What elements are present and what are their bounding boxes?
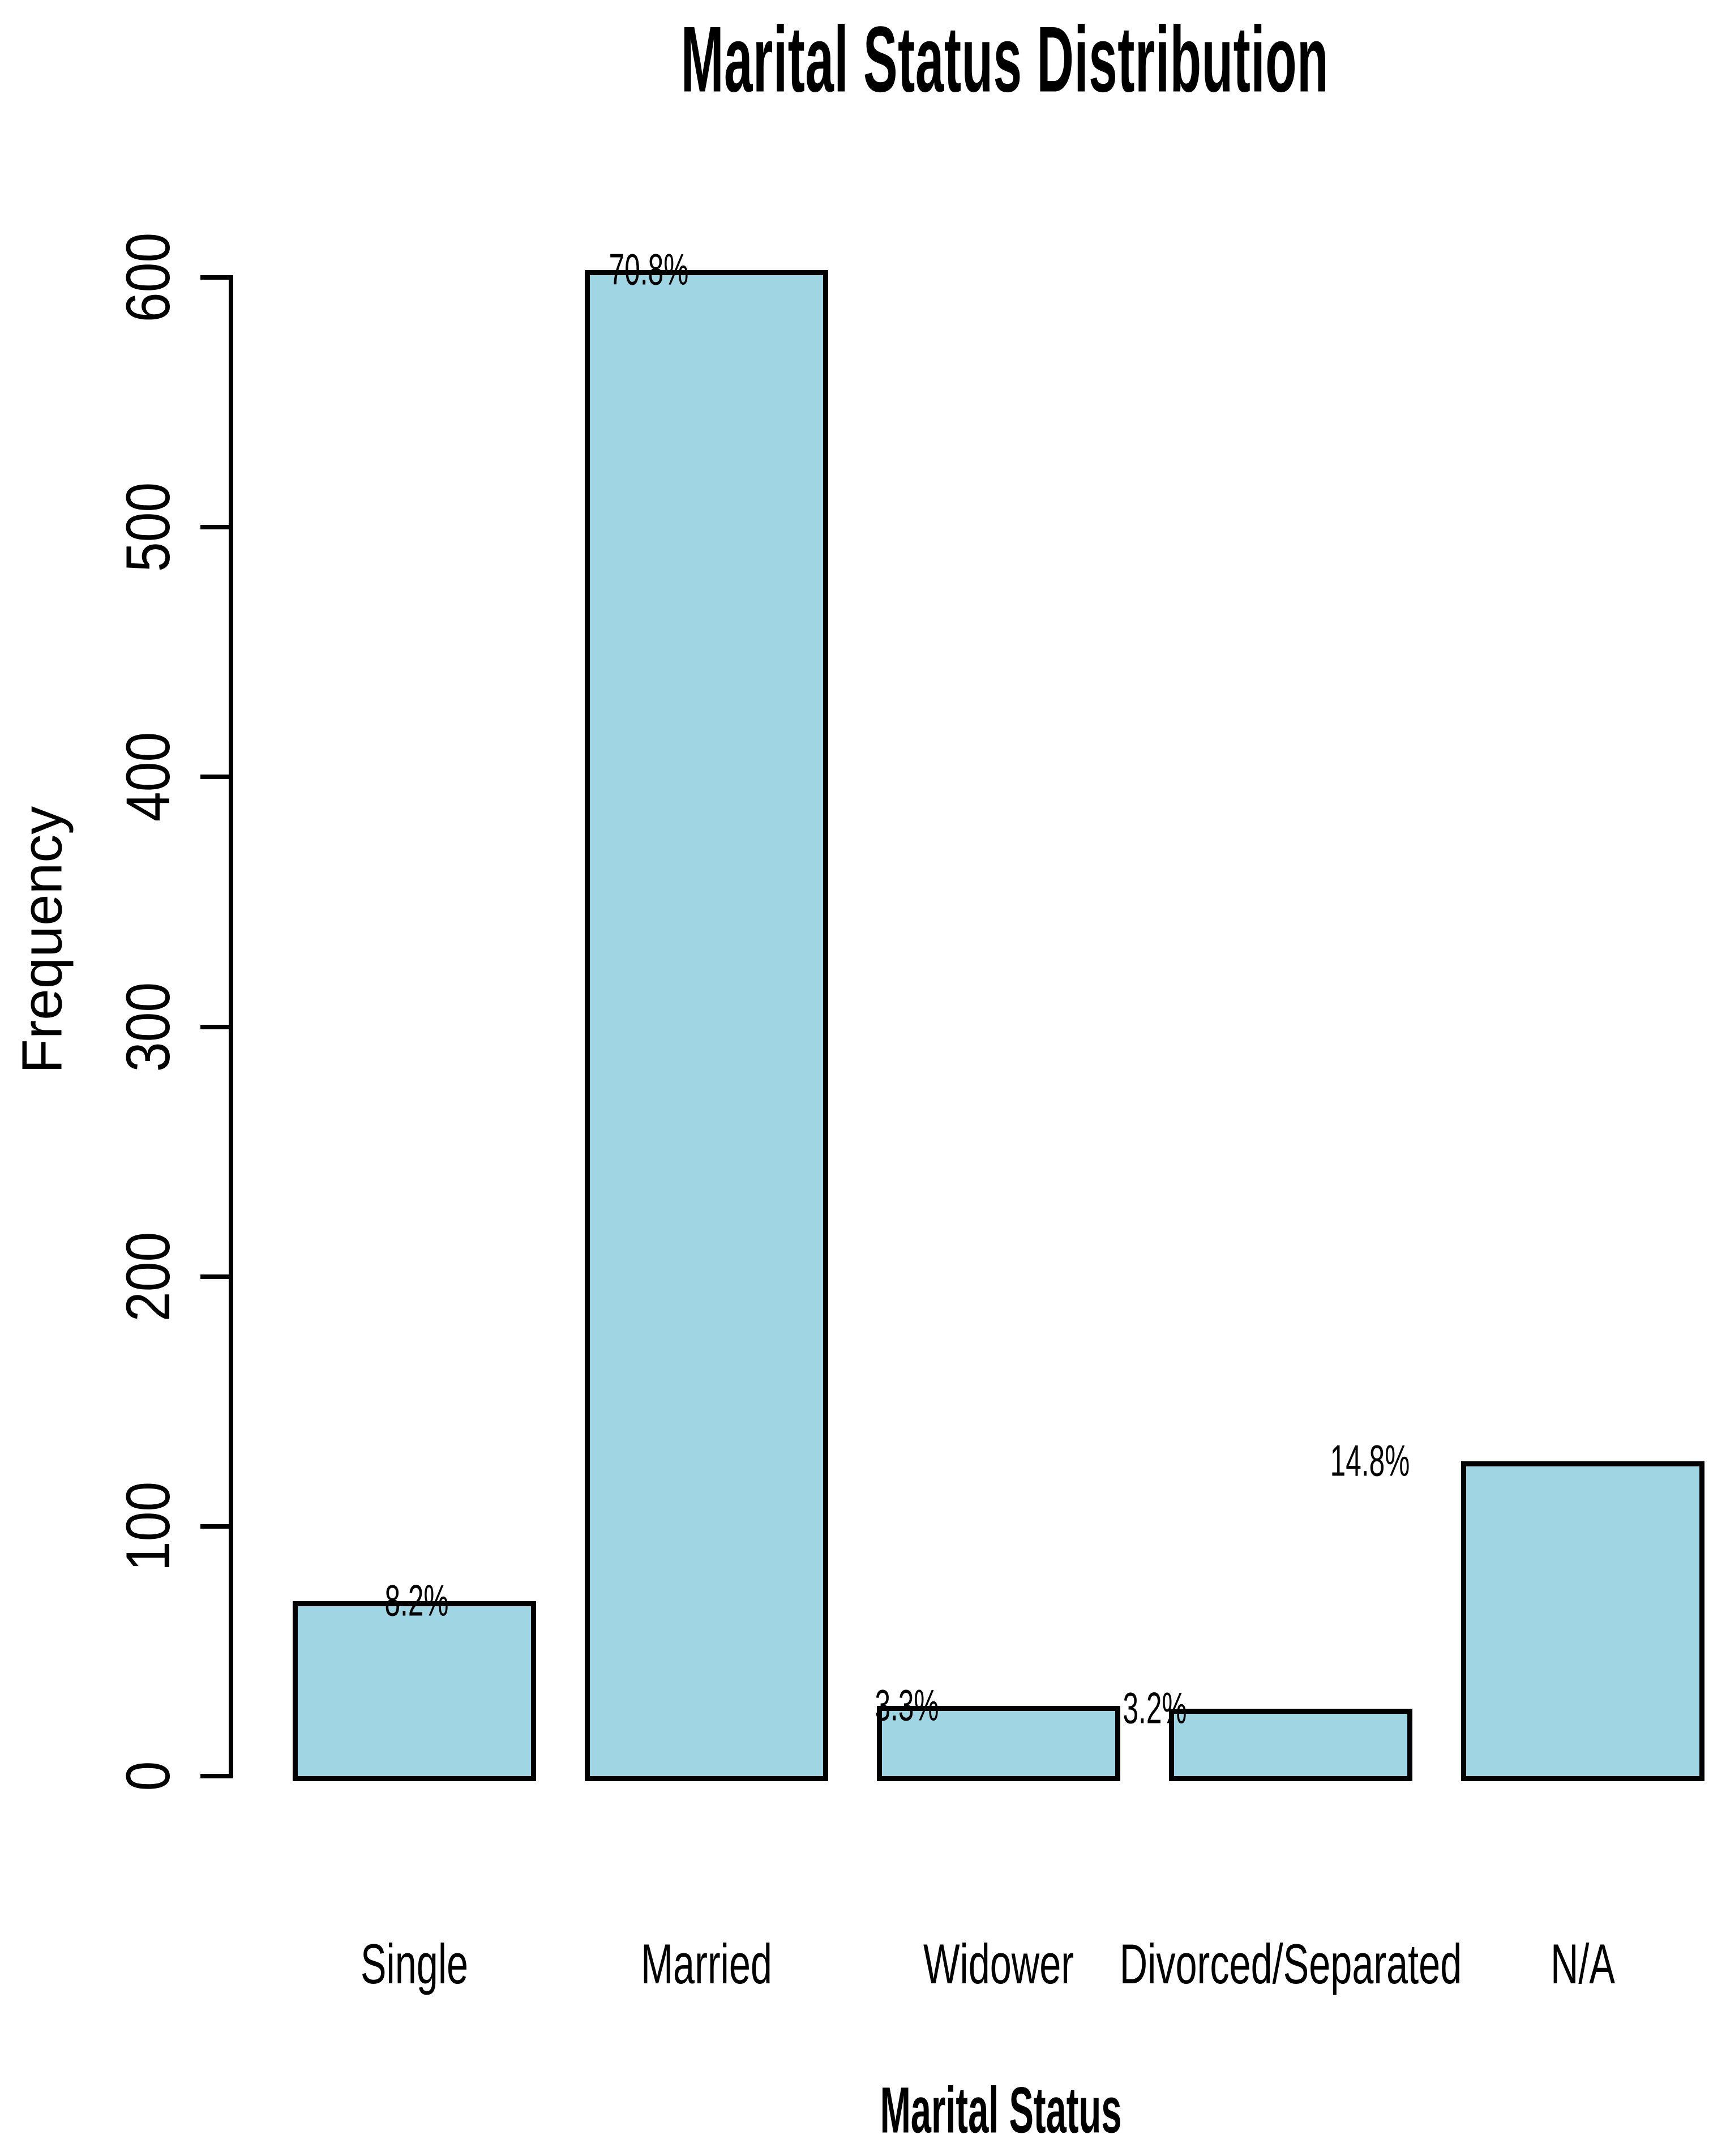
y-axis-line xyxy=(229,275,233,1778)
bar-single xyxy=(293,1601,536,1781)
y-tick-label-0: 0 xyxy=(114,1761,183,1791)
x-category-label-n-a: N/A xyxy=(1550,1932,1616,1996)
bar-percent-label-divorced-separated: 3.2% xyxy=(1123,1684,1187,1733)
bar-percent-label-widower: 3.3% xyxy=(875,1682,939,1731)
bar-percent-label-n-a: 14.8% xyxy=(1330,1437,1410,1486)
y-tick-500 xyxy=(200,525,229,530)
y-tick-0 xyxy=(200,1774,229,1778)
x-category-label-single: Single xyxy=(360,1932,469,1996)
y-tick-100 xyxy=(200,1524,229,1529)
y-tick-label-300: 300 xyxy=(114,982,183,1072)
y-tick-label-600: 600 xyxy=(114,232,183,323)
bar-widower xyxy=(877,1706,1120,1781)
y-tick-label-100: 100 xyxy=(114,1481,183,1572)
x-category-label-widower: Widower xyxy=(923,1932,1074,1996)
y-tick-200 xyxy=(200,1274,229,1279)
y-tick-label-200: 200 xyxy=(114,1231,183,1321)
bar-percent-label-married: 70.8% xyxy=(609,245,689,294)
y-tick-600 xyxy=(200,275,229,280)
x-axis-title: Marital Status xyxy=(880,2074,1122,2147)
y-tick-label-400: 400 xyxy=(114,732,183,822)
bar-percent-label-single: 8.2% xyxy=(384,1577,449,1626)
x-category-label-married: Married xyxy=(641,1932,772,1996)
y-tick-400 xyxy=(200,775,229,780)
bar-married xyxy=(585,270,828,1781)
bar-n-a xyxy=(1461,1461,1704,1781)
x-category-label-divorced-separated: Divorced/Separated xyxy=(1119,1932,1462,1996)
y-axis-title: Frequency xyxy=(10,806,74,1074)
bar-divorced-separated xyxy=(1169,1708,1412,1781)
y-tick-300 xyxy=(200,1024,229,1029)
chart-title: Marital Status Distribution xyxy=(680,7,1329,112)
y-tick-label-500: 500 xyxy=(114,482,183,572)
